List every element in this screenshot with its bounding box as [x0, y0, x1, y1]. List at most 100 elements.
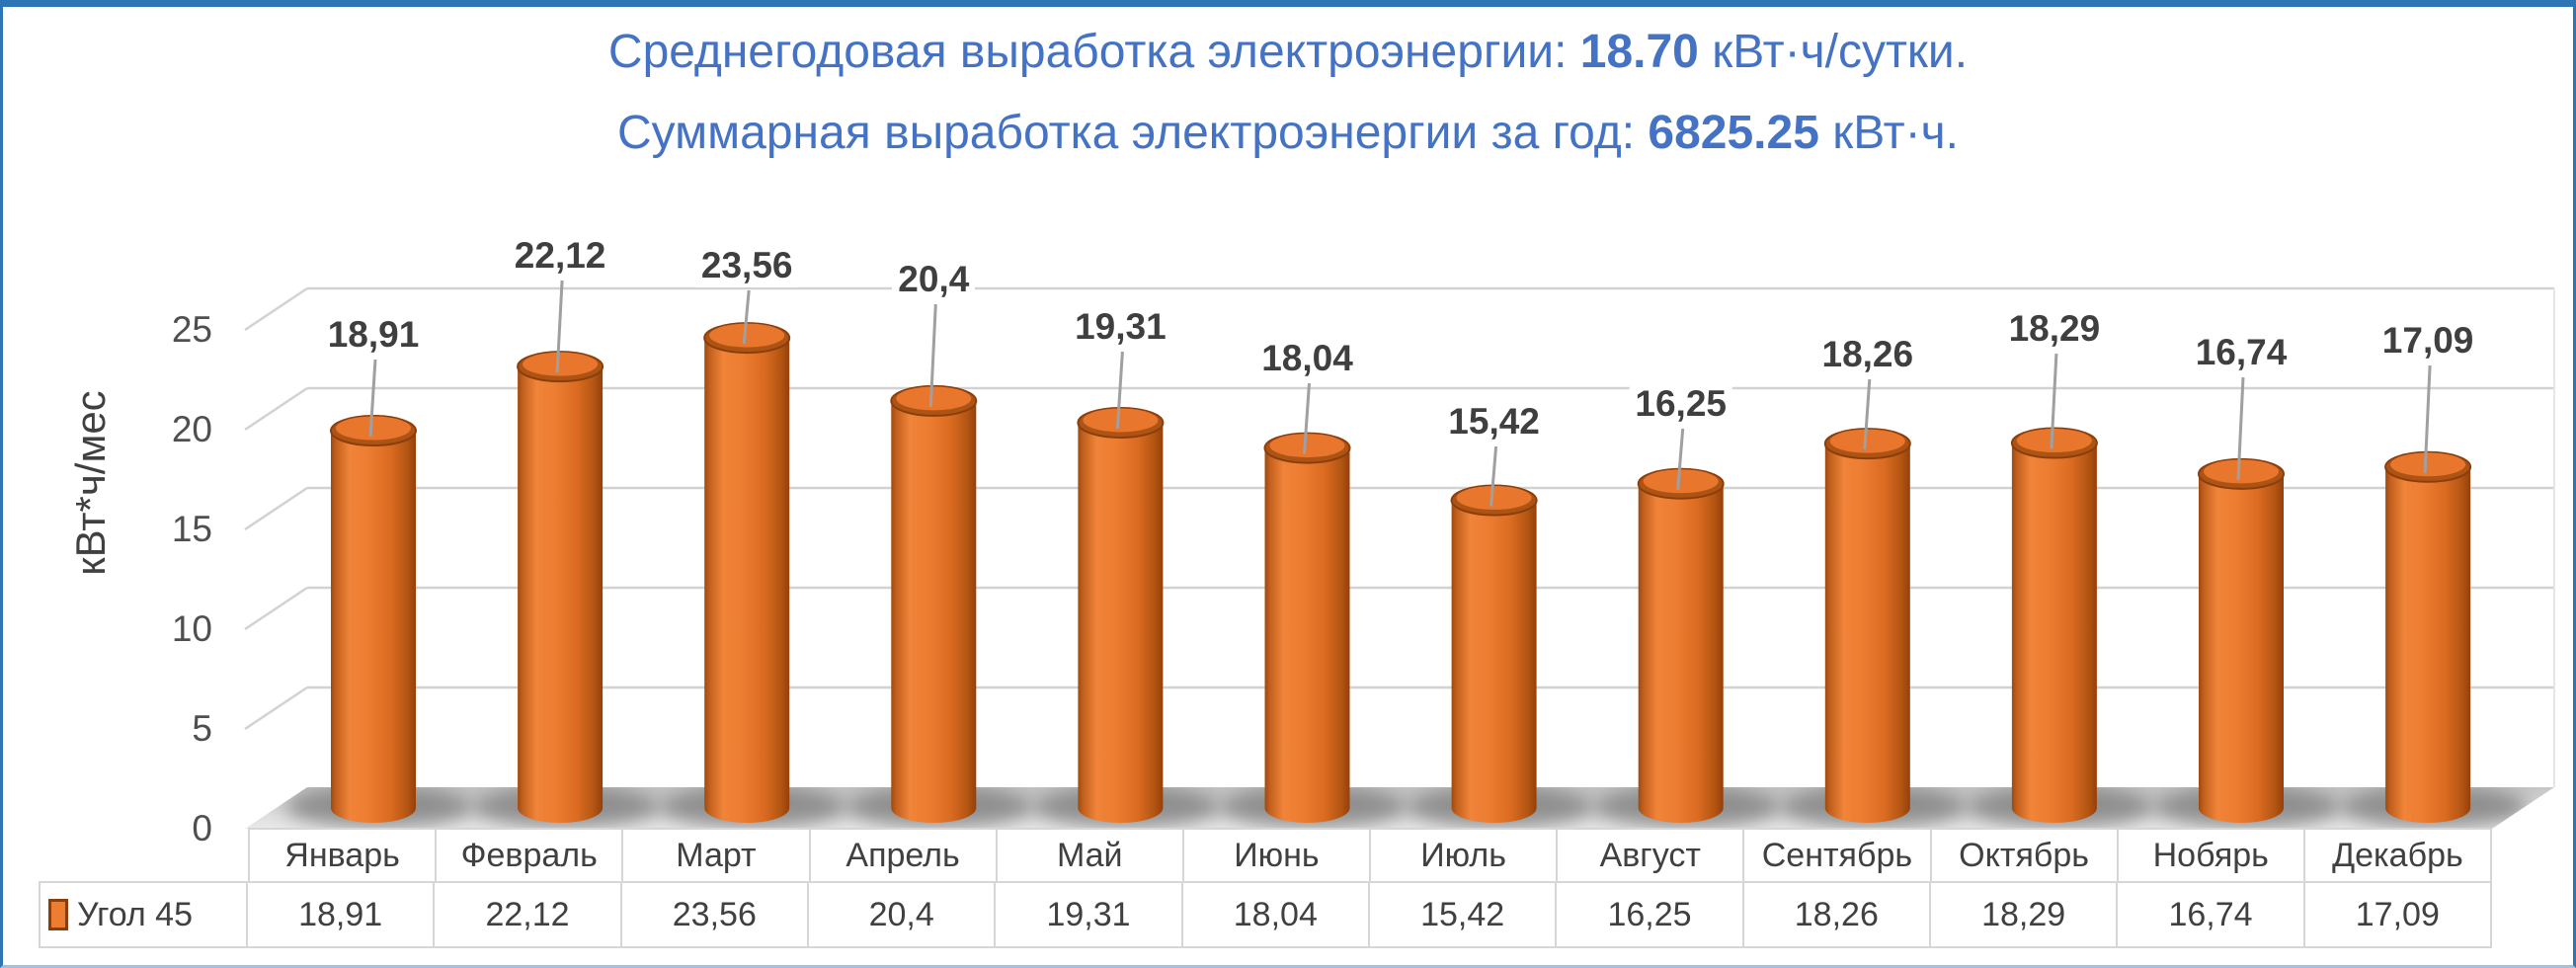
value-cell: 18,04: [1182, 883, 1368, 946]
leader-line: [742, 289, 751, 345]
cylinder-top-face: [1269, 434, 1345, 458]
cylinder-bar: [2010, 427, 2098, 824]
cylinder-bar: [1637, 467, 1725, 824]
data-label: 18,91: [321, 313, 426, 357]
category-axis-table: Январь Февраль Март Апрель Май Июнь Июль Август…: [248, 828, 2492, 883]
data-label: 15,42: [1442, 400, 1546, 444]
value-cell: 16,74: [2118, 883, 2303, 946]
cylinder-body: [2385, 466, 2471, 824]
cylinder-body: [1824, 444, 1910, 824]
month-header-cell: Декабрь: [2304, 830, 2490, 881]
cylinder-body: [1078, 422, 1164, 824]
cylinder-top-face: [1829, 429, 1905, 453]
cylinder-body: [1638, 483, 1724, 824]
data-label: 17,09: [2375, 319, 2480, 363]
month-header-cell: Июль: [1371, 830, 1557, 881]
leader-line: [928, 303, 937, 407]
title1-value: 18.70: [1579, 26, 1699, 78]
cylinder-bar: [1077, 406, 1165, 824]
cylinder-top-face: [896, 386, 972, 411]
month-header-cell: Октябрь: [1931, 830, 2117, 881]
data-label: 18,04: [1255, 337, 1359, 380]
data-label: 20,4: [892, 258, 976, 301]
value-cell: 17,09: [2304, 883, 2490, 946]
cylinder-bars: [330, 322, 2472, 824]
gridline-diagonal: [244, 686, 308, 731]
cylinder-bar: [2198, 457, 2285, 823]
legend-cell: Угол 45: [40, 883, 246, 946]
data-label: 16,25: [1629, 382, 1732, 426]
gridline-diagonal: [244, 586, 308, 631]
data-label: 22,12: [508, 234, 612, 278]
cylinder-body: [518, 366, 604, 824]
y-tick-label: 0: [192, 808, 212, 848]
cylinder-top-face: [336, 416, 411, 441]
value-cell: 15,42: [1369, 883, 1556, 946]
leader-line: [1863, 378, 1872, 450]
cylinder-top-face: [709, 323, 785, 348]
leader-line: [368, 359, 377, 438]
chart-title-line-2: Суммарная выработка электроэнергии за го…: [3, 106, 2573, 160]
gridline-diagonal: [244, 386, 308, 432]
title1-text: Среднегодовая выработка электроэнергии:: [607, 26, 1580, 78]
month-header-cell: Июнь: [1183, 830, 1369, 881]
leader-line: [1489, 445, 1498, 507]
cylinder-body: [704, 338, 790, 824]
value-cell: 18,29: [1930, 883, 2117, 946]
gridlines: [244, 286, 2555, 787]
cylinder-body: [1451, 500, 1537, 824]
month-header-cell: Нобярь: [2118, 830, 2303, 881]
title2-suffix: кВт·ч.: [1818, 107, 1959, 159]
legend-label: Угол 45: [77, 895, 193, 933]
cylinder-bar: [330, 415, 417, 823]
cylinder-top-face: [1456, 486, 1532, 511]
cylinder-bar: [890, 384, 978, 824]
data-table: Угол 45 18,91 22,12 23,56 20,4 19,31 18,04 15,…: [39, 881, 2492, 948]
cylinder-top-face: [2204, 459, 2279, 484]
leader-line: [2236, 376, 2245, 480]
value-cell: 18,26: [1743, 883, 1929, 946]
title1-suffix: кВт·ч/сутки.: [1698, 26, 1969, 78]
leader-line: [1303, 382, 1311, 454]
data-label: 19,31: [1069, 305, 1172, 349]
value-cell: 19,31: [996, 883, 1181, 946]
data-label: 18,26: [1815, 333, 1920, 376]
value-cell: 16,25: [1557, 883, 1742, 946]
y-tick-label: 15: [171, 509, 212, 549]
value-cell: 20,4: [808, 883, 995, 946]
data-label: 18,29: [2002, 307, 2107, 351]
value-cell: 22,12: [435, 883, 620, 946]
cylinder-body: [331, 431, 416, 823]
cylinder-top-face: [1643, 469, 1719, 494]
cylinder-top-face: [1083, 408, 1159, 433]
leader-line: [1115, 351, 1124, 430]
month-header-cell: Сентябрь: [1744, 830, 1930, 881]
leader-line: [1676, 428, 1685, 490]
cylinder-top-face: [2016, 429, 2092, 453]
month-header-cell: Февраль: [437, 830, 622, 881]
cylinder-bar: [517, 351, 604, 824]
leader-line: [555, 280, 564, 373]
month-header-cell: Май: [997, 830, 1182, 881]
cylinder-top-face: [2390, 452, 2466, 477]
cylinder-bar: [1263, 432, 1351, 824]
cylinder-bar: [2384, 450, 2472, 824]
title2-value: 6825.25: [1648, 107, 1819, 159]
cylinder-bar: [1450, 484, 1538, 824]
y-tick-label: 25: [171, 309, 212, 350]
data-label: 23,56: [694, 244, 799, 287]
y-tick-label: 20: [171, 409, 212, 449]
value-cell: 18,91: [248, 883, 434, 946]
chart-title-line-1: Среднегодовая выработка электроэнергии: …: [3, 25, 2573, 79]
leader-line: [2050, 353, 2058, 449]
series-marker-icon: [48, 899, 68, 930]
cylinder-body: [2199, 473, 2284, 823]
month-header-cell: Март: [623, 830, 809, 881]
plot-area: [244, 280, 2555, 829]
title2-text: Суммарная выработка электроэнергии за го…: [617, 107, 1649, 159]
cylinder-bar: [1823, 428, 1911, 824]
cylinder-body: [2011, 443, 2097, 824]
data-label: 16,74: [2189, 331, 2294, 374]
month-header-cell: Январь: [250, 830, 436, 881]
